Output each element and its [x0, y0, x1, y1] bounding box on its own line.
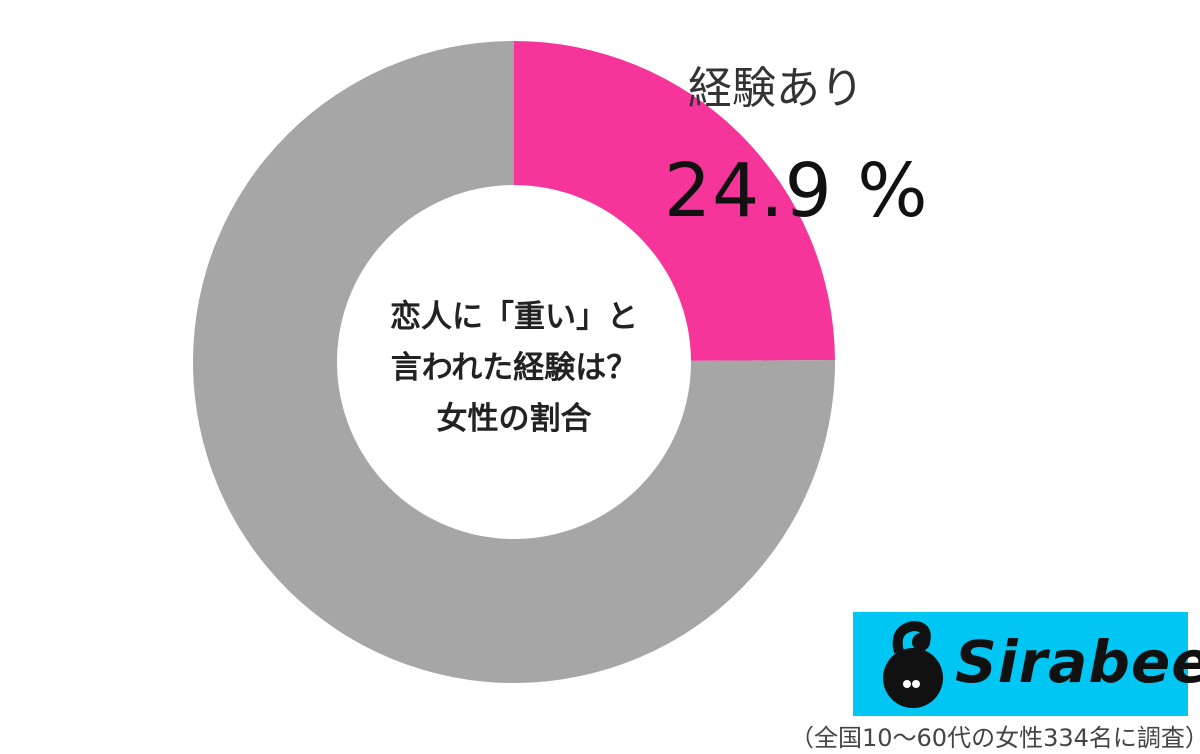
logo-text: Sirabee	[955, 628, 1200, 696]
title-line-3: 女性の割合	[436, 401, 592, 437]
logo-mascot-icon	[883, 620, 943, 708]
chart-title: 恋人に「重い」と 言われた経験は？ 女性の割合	[340, 292, 688, 445]
slice-experienced	[514, 41, 835, 361]
slice-other	[192, 41, 835, 683]
slice-label-value: 24.9 %	[664, 148, 929, 234]
sirabee-logo: Sirabee	[853, 612, 1200, 716]
slice-label-name: 経験あり	[688, 63, 864, 114]
survey-footnote: （全国10～60代の女性334名に調査）	[790, 724, 1200, 752]
title-line-1: 恋人に「重い」と	[390, 299, 638, 335]
title-line-2: 言われた経験は？	[390, 350, 638, 386]
